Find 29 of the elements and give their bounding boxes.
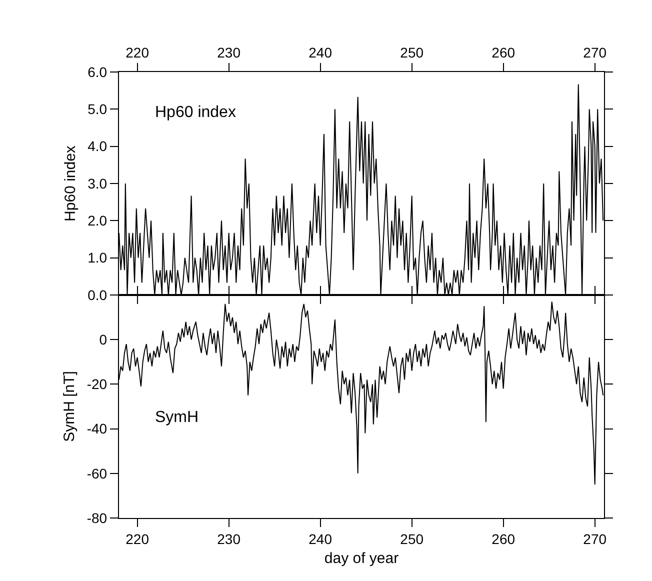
y-tick-label: 6.0	[88, 64, 108, 80]
x-tick-label: 250	[400, 530, 424, 547]
x-tick-label: 260	[492, 44, 516, 60]
x-axis-title: day of year	[324, 550, 399, 567]
y-tick-label: -80	[86, 510, 108, 526]
y-tick-label: -20	[86, 376, 108, 392]
y-tick-label: 1.0	[88, 250, 108, 266]
y-tick-label: 0	[99, 332, 108, 348]
y-tick-label: 3.0	[88, 175, 108, 192]
x-tick-label: 270	[583, 530, 607, 547]
x-tick-label: 230	[217, 44, 241, 60]
y-tick-label: 0.0	[88, 286, 108, 303]
y-tick-label: 2.0	[88, 212, 108, 229]
x-tick-label: 250	[400, 44, 424, 60]
y-tick-label: 4.0	[88, 138, 108, 154]
annotation: SymH	[155, 409, 199, 426]
x-tick-label: 230	[217, 530, 241, 547]
y-axis-title: SymH [nT]	[61, 371, 78, 442]
x-tick-label: 220	[126, 530, 150, 547]
x-tick-label: 270	[583, 44, 607, 60]
x-tick-label: 240	[308, 44, 332, 60]
annotation: Hp60 index	[155, 104, 236, 121]
x-tick-label: 220	[126, 44, 150, 60]
y-tick-label: 5.0	[88, 101, 108, 118]
y-axis-title: Hp60 index	[62, 145, 79, 222]
y-tick-label: -60	[86, 465, 108, 482]
x-tick-label: 260	[492, 530, 516, 547]
y-tick-label: -40	[86, 420, 108, 437]
x-tick-label: 240	[308, 530, 332, 547]
